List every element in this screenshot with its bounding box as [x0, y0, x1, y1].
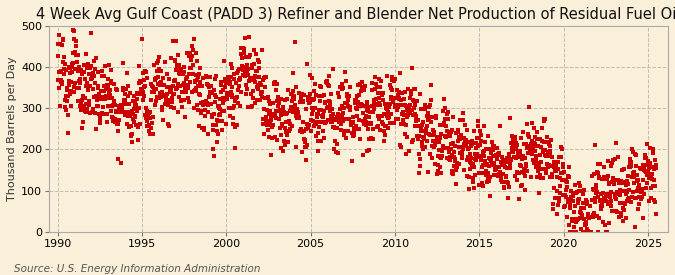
Y-axis label: Thousand Barrels per Day: Thousand Barrels per Day: [7, 57, 17, 201]
Title: 4 Week Avg Gulf Coast (PADD 3) Refiner and Blender Net Production of Residual Fu: 4 Week Avg Gulf Coast (PADD 3) Refiner a…: [36, 7, 675, 22]
Text: Source: U.S. Energy Information Administration: Source: U.S. Energy Information Administ…: [14, 264, 260, 274]
